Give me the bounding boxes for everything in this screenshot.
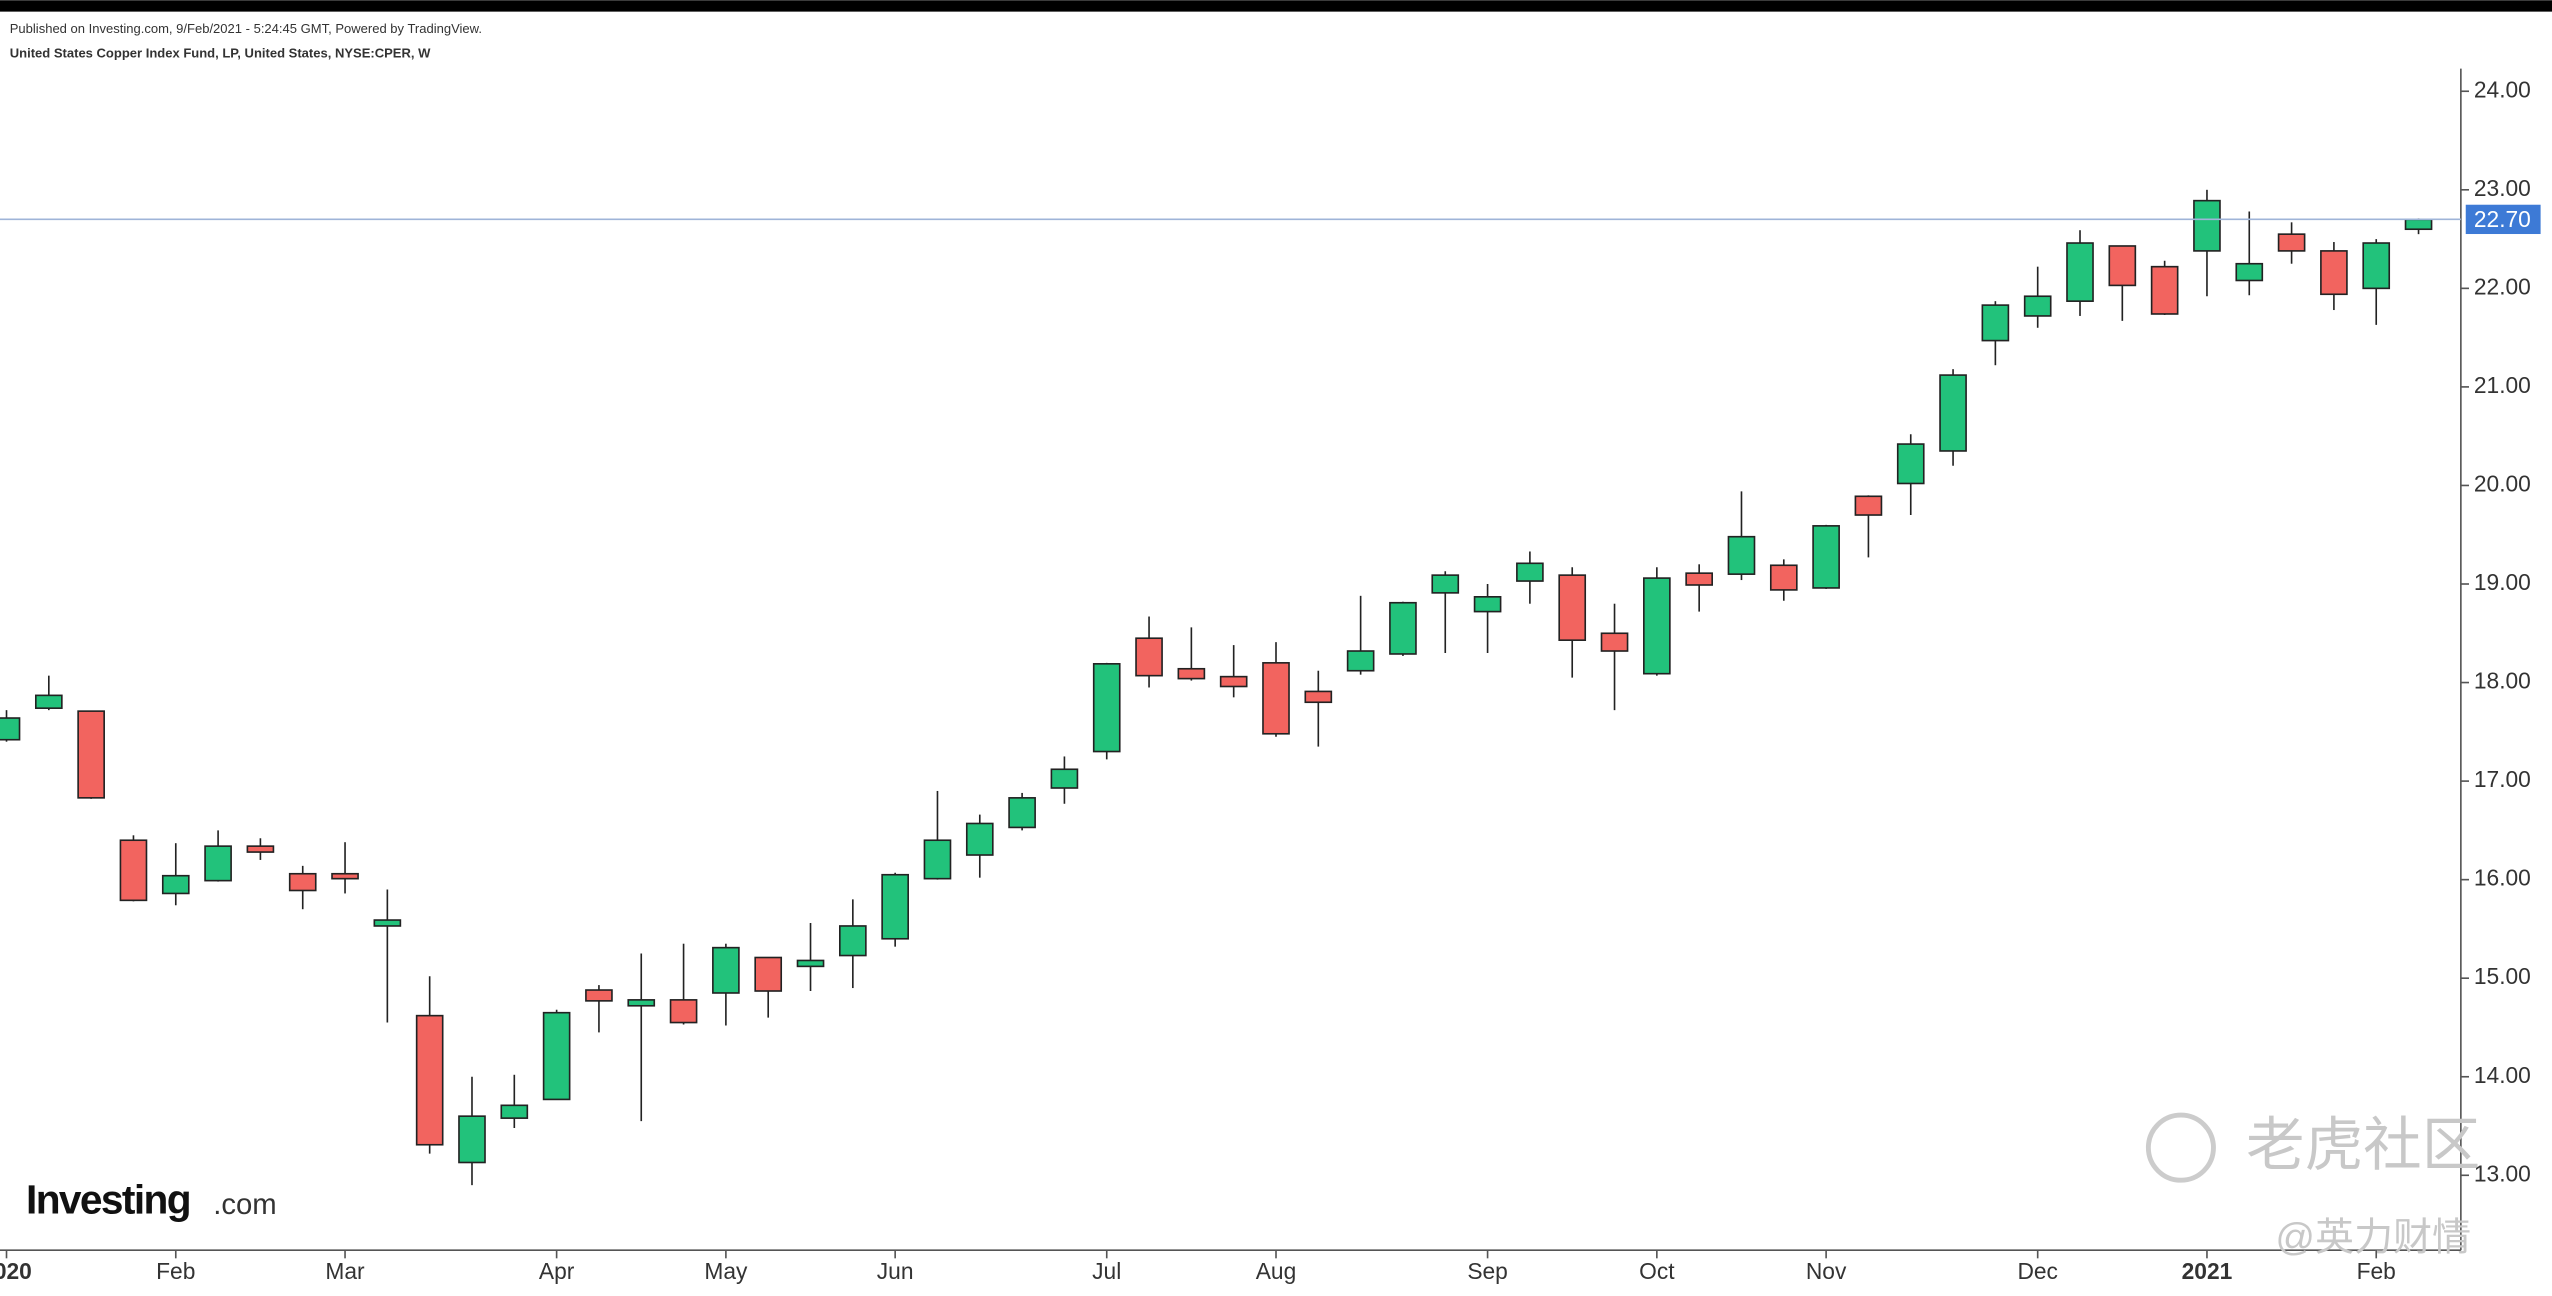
candle-body — [288, 872, 317, 892]
x-tick-label: Jun — [877, 1258, 914, 1284]
candle-body — [1431, 574, 1460, 594]
candle-body — [1262, 662, 1290, 735]
candle-body — [2235, 262, 2264, 282]
x-tick-label: Mar — [325, 1258, 365, 1284]
candle-body — [458, 1115, 486, 1164]
candle-body — [1558, 574, 1587, 641]
candle-body — [1854, 495, 1883, 516]
candle-body — [1346, 650, 1375, 672]
x-tick-label: Dec — [2017, 1258, 2058, 1284]
y-tick-label: 22.00 — [2474, 273, 2531, 299]
candle-body — [542, 1011, 571, 1101]
candle-body — [1050, 768, 1079, 789]
x-tick-label: 2020 — [0, 1258, 32, 1284]
candle-body — [1643, 577, 1671, 675]
candle-body — [119, 839, 148, 902]
candle-body — [77, 710, 105, 799]
y-tick-label: 19.00 — [2474, 569, 2531, 595]
y-tick-label: 21.00 — [2474, 372, 2531, 398]
watermark-icon — [2145, 1112, 2216, 1183]
candle-body — [1304, 690, 1333, 704]
candle-body — [881, 873, 909, 940]
candle-body — [1008, 797, 1036, 829]
x-tick-label: Nov — [1806, 1258, 1847, 1284]
x-tick-label: Feb — [2357, 1258, 2396, 1284]
candle-body — [1812, 525, 1840, 589]
candle-body — [839, 925, 867, 957]
x-tick-label: Apr — [539, 1258, 575, 1284]
y-tick-label: 24.00 — [2474, 76, 2531, 102]
candle-body — [246, 845, 275, 853]
last-price-label: 22.70 — [2474, 206, 2531, 232]
x-tick-label: 2021 — [2182, 1258, 2233, 1284]
candle-body — [34, 694, 63, 709]
instrument-title: United States Copper Index Fund, LP, Uni… — [10, 45, 431, 60]
y-tick-label: 15.00 — [2474, 963, 2531, 989]
candle-body — [1727, 535, 1756, 575]
candle-body — [1135, 637, 1163, 677]
candle-body — [1219, 675, 1248, 688]
candle-body — [2023, 295, 2052, 317]
candle-body — [754, 956, 783, 992]
y-tick-label: 13.00 — [2474, 1160, 2531, 1186]
logo-suffix: .com — [213, 1188, 276, 1221]
candle-body — [2066, 242, 2094, 302]
x-tick-label: Oct — [1639, 1258, 1675, 1284]
candle-body — [500, 1104, 529, 1119]
candle-body — [796, 959, 825, 968]
watermark: @英力财情 — [2275, 1217, 2471, 1260]
candle-body — [1516, 562, 1544, 582]
candle-body — [161, 874, 190, 895]
candle-body — [1177, 667, 1206, 680]
candle-body — [1389, 601, 1417, 655]
candle-body — [2150, 265, 2179, 315]
candle-body — [669, 999, 698, 1024]
candle-body — [2362, 242, 2391, 290]
y-tick-label: 23.00 — [2474, 175, 2531, 201]
candle-body — [965, 822, 994, 856]
candle-body — [1685, 572, 1713, 586]
x-tick-label: Sep — [1467, 1258, 1508, 1284]
x-tick-label: Feb — [156, 1258, 195, 1284]
candle-body — [1981, 304, 2010, 342]
y-tick-label: 16.00 — [2474, 865, 2531, 891]
y-tick-label: 14.00 — [2474, 1062, 2531, 1088]
candle-body — [923, 839, 952, 880]
candle-body — [2320, 250, 2348, 296]
candle-body — [2277, 233, 2306, 252]
last-price-box — [2465, 204, 2541, 235]
candle-body — [627, 999, 656, 1007]
candle-body — [2404, 218, 2433, 231]
candle-body — [712, 946, 740, 994]
candle-body — [204, 845, 232, 882]
candle-body — [2108, 245, 2137, 287]
candle-body — [2193, 199, 2221, 252]
top-bar — [0, 0, 2552, 12]
candle-body — [1092, 663, 1121, 753]
x-tick-label: Jul — [1092, 1258, 1121, 1284]
y-tick-label: 18.00 — [2474, 668, 2531, 694]
candle-body — [585, 989, 613, 1002]
candle-body — [331, 872, 359, 880]
candle-body — [1896, 443, 1925, 485]
logo-brand: Investing — [26, 1177, 190, 1223]
watermark: 老虎社区 — [2246, 1113, 2480, 1178]
x-tick-label: May — [704, 1258, 748, 1284]
candle-body — [1939, 374, 1967, 452]
y-tick-label: 20.00 — [2474, 470, 2531, 496]
candle-body — [1769, 564, 1798, 591]
y-tick-label: 17.00 — [2474, 766, 2531, 792]
candle-body — [415, 1014, 444, 1146]
candle-body — [373, 919, 402, 927]
candle-body — [1600, 632, 1629, 652]
published-note: Published on Investing.com, 9/Feb/2021 -… — [10, 21, 482, 36]
candle-body — [1473, 596, 1502, 613]
x-tick-label: Aug — [1256, 1258, 1297, 1284]
candle-body — [0, 717, 21, 741]
